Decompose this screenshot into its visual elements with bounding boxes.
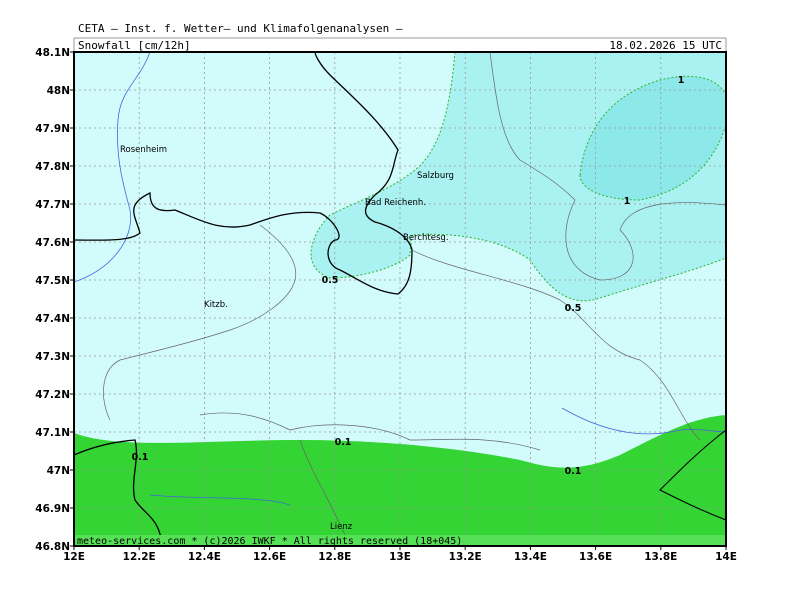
x-tick-label: 13.8E bbox=[644, 551, 677, 563]
x-tick-label: 12.2E bbox=[123, 551, 156, 563]
x-tick-label: 13.2E bbox=[449, 551, 482, 563]
place-name: Rosenheim bbox=[120, 145, 167, 155]
y-tick-label: 47.8N bbox=[35, 161, 70, 173]
contour-label: 0.1 bbox=[132, 452, 149, 463]
place-name: Berchtesg. bbox=[403, 233, 449, 243]
y-tick-label: 47.2N bbox=[35, 389, 70, 401]
y-tick-label: 46.8N bbox=[35, 541, 70, 553]
y-tick-label: 47.1N bbox=[35, 427, 70, 439]
x-tick-label: 13.6E bbox=[579, 551, 612, 563]
y-tick-label: 48N bbox=[47, 85, 70, 97]
contour-label: 0.1 bbox=[565, 466, 582, 477]
y-tick-label: 46.9N bbox=[35, 503, 70, 515]
field-name: Snowfall [cm/12h] bbox=[78, 39, 191, 52]
y-tick-label: 47.4N bbox=[35, 313, 70, 325]
contour-label: 1 bbox=[624, 196, 631, 207]
contour-label: 0.5 bbox=[322, 275, 339, 286]
x-tick-label: 12E bbox=[63, 551, 85, 563]
x-tick-label: 12.6E bbox=[253, 551, 286, 563]
footer: meteo-services.com * (c)2026 IWKF * All … bbox=[77, 536, 462, 547]
place-name: Kitzb. bbox=[204, 300, 228, 310]
y-tick-label: 47.6N bbox=[35, 237, 70, 249]
x-tick-label: 14E bbox=[715, 551, 737, 563]
place-name: Bad Reichenh. bbox=[365, 198, 426, 208]
y-tick-label: 47N bbox=[47, 465, 70, 477]
header-title: CETA — Inst. f. Wetter— und Klimafolgena… bbox=[78, 22, 403, 35]
x-tick-label: 13.4E bbox=[514, 551, 547, 563]
y-tick-label: 47.3N bbox=[35, 351, 70, 363]
y-tick-label: 47.5N bbox=[35, 275, 70, 287]
x-tick-label: 12.8E bbox=[318, 551, 351, 563]
y-tick-label: 48.1N bbox=[35, 47, 70, 59]
footer-bar bbox=[74, 535, 726, 546]
contour-label: 0.5 bbox=[565, 303, 582, 314]
field-0-1 bbox=[74, 415, 726, 546]
y-tick-label: 47.7N bbox=[35, 199, 70, 211]
contour-label: 0.1 bbox=[335, 437, 352, 448]
contour-label: 1 bbox=[678, 75, 685, 86]
x-tick-label: 12.4E bbox=[188, 551, 221, 563]
valid-time: 18.02.2026 15 UTC bbox=[609, 39, 722, 52]
geography bbox=[73, 51, 727, 547]
x-tick-label: 13E bbox=[389, 551, 411, 563]
y-tick-label: 47.9N bbox=[35, 123, 70, 135]
place-name: Salzburg bbox=[417, 171, 454, 181]
place-name: Lienz bbox=[330, 522, 353, 532]
map-area: meteo-services.com * (c)2026 IWKF * All … bbox=[73, 51, 727, 547]
